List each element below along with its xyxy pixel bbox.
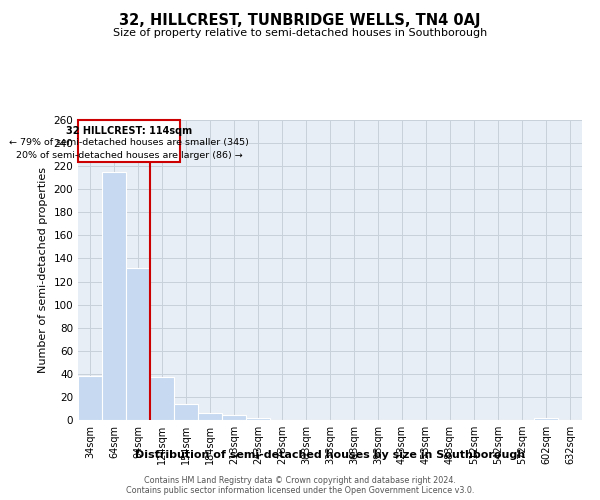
Bar: [150, 378, 174, 420]
Bar: [534, 418, 558, 420]
Bar: [126, 268, 150, 420]
Y-axis label: Number of semi-detached properties: Number of semi-detached properties: [38, 167, 48, 373]
Bar: [78, 376, 102, 420]
Bar: [102, 172, 126, 420]
Text: Size of property relative to semi-detached houses in Southborough: Size of property relative to semi-detach…: [113, 28, 487, 38]
Text: 32 HILLCREST: 114sqm: 32 HILLCREST: 114sqm: [66, 126, 192, 136]
Text: 20% of semi-detached houses are larger (86) →: 20% of semi-detached houses are larger (…: [16, 151, 242, 160]
FancyBboxPatch shape: [78, 120, 180, 162]
Bar: [198, 413, 222, 420]
Bar: [222, 416, 246, 420]
Text: Distribution of semi-detached houses by size in Southborough: Distribution of semi-detached houses by …: [135, 450, 525, 460]
Text: Contains HM Land Registry data © Crown copyright and database right 2024.
Contai: Contains HM Land Registry data © Crown c…: [126, 476, 474, 495]
Bar: [174, 404, 198, 420]
Text: ← 79% of semi-detached houses are smaller (345): ← 79% of semi-detached houses are smalle…: [9, 138, 249, 147]
Text: 32, HILLCREST, TUNBRIDGE WELLS, TN4 0AJ: 32, HILLCREST, TUNBRIDGE WELLS, TN4 0AJ: [119, 12, 481, 28]
Bar: [246, 418, 270, 420]
